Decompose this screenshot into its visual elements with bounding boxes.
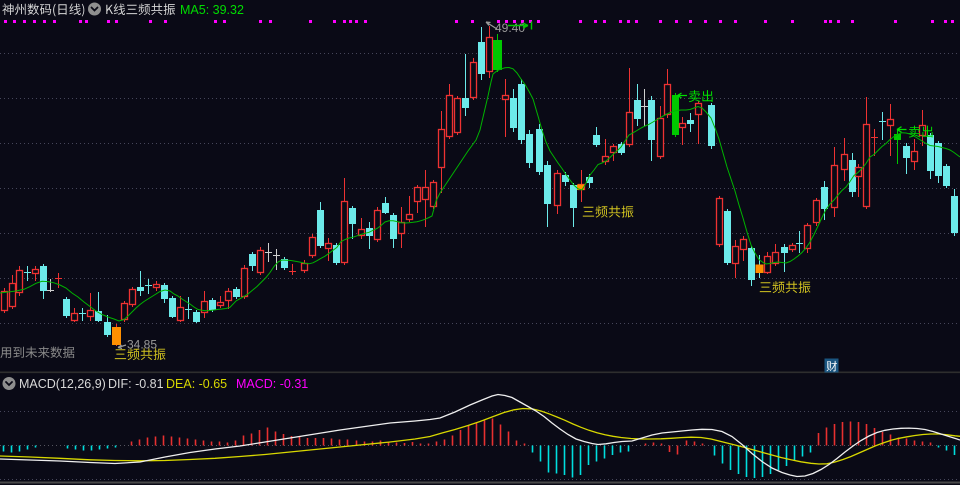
svg-text:MA5: 39.32: MA5: 39.32 [180, 3, 244, 17]
svg-text:34.85: 34.85 [127, 338, 157, 352]
svg-text:MACD(12,26,9): MACD(12,26,9) [19, 377, 106, 391]
svg-text:DIF: -0.81: DIF: -0.81 [108, 377, 164, 391]
svg-text:49.40: 49.40 [495, 21, 525, 35]
svg-text:DEA: -0.65: DEA: -0.65 [166, 377, 227, 391]
svg-text:MACD: -0.31: MACD: -0.31 [236, 377, 308, 391]
